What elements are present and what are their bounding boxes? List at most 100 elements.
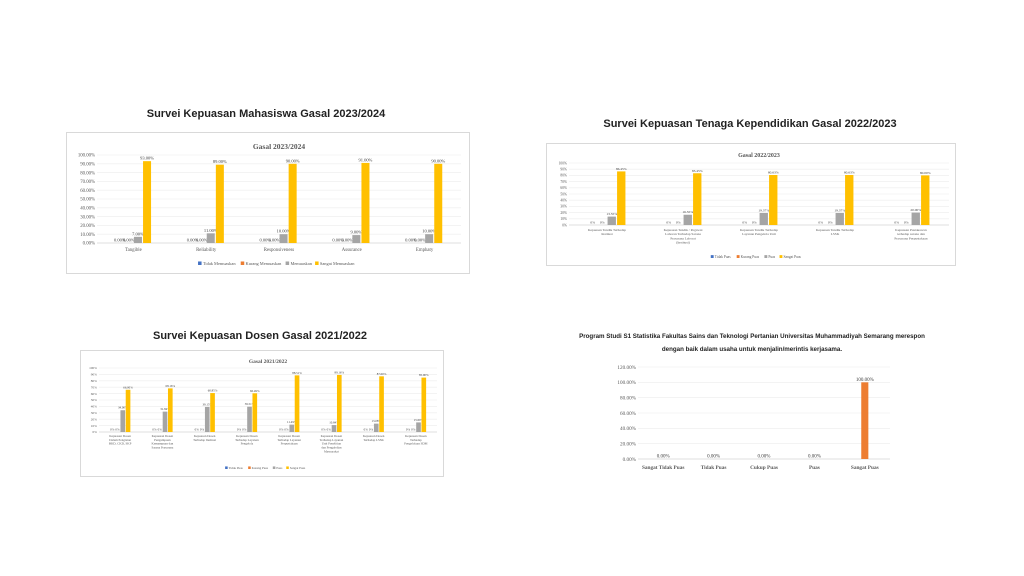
category-label: Sangat Tidak Puas bbox=[642, 465, 685, 471]
data-label: 39.51% bbox=[245, 402, 255, 406]
data-label: 0% bbox=[321, 428, 326, 432]
data-label: 0% bbox=[742, 221, 747, 225]
category-label: Cukup Puas bbox=[750, 465, 778, 471]
data-label: 0% bbox=[279, 428, 284, 432]
data-label: 0% bbox=[406, 428, 411, 432]
data-label: 0.00% bbox=[808, 455, 821, 460]
bar bbox=[279, 234, 288, 243]
category-label: Pengelola bbox=[241, 442, 254, 446]
data-label: 85.00% bbox=[419, 373, 429, 377]
category-label: Terhadap Layanan bbox=[320, 438, 344, 442]
legend-label: Tidak Puas bbox=[229, 466, 244, 470]
data-label: 0.00% bbox=[114, 238, 126, 243]
legend-swatch bbox=[240, 261, 245, 265]
y-tick-label: 60.00% bbox=[620, 411, 637, 417]
chart-mitra: 0.00% 20.00% 40.00% 60.00% 80.00% 100.00% 120.… bbox=[617, 365, 890, 471]
category-label: Kepuasan Tendik Terhadap bbox=[588, 228, 626, 232]
y-tick-label: 10% bbox=[91, 424, 97, 428]
data-label: 68.16% bbox=[166, 384, 176, 388]
data-label: 87.00% bbox=[377, 372, 387, 376]
y-tick-label: 40.00% bbox=[80, 206, 95, 211]
legend-swatch bbox=[286, 466, 289, 469]
data-label: 10.00% bbox=[422, 229, 436, 234]
data-label: 91.00% bbox=[359, 157, 373, 162]
category-label: Pengelolaan SDM bbox=[404, 442, 427, 446]
bar bbox=[434, 163, 443, 243]
category-label: Unit Penelitian bbox=[322, 442, 342, 446]
y-tick-label: 50.00% bbox=[80, 198, 95, 203]
category-label: Terhadap Layanan bbox=[235, 438, 259, 442]
y-tick-label: 30% bbox=[560, 205, 567, 209]
legend-label: Tidak Memuaskan bbox=[203, 261, 236, 266]
category-label: LSSK bbox=[831, 232, 840, 236]
data-label: 11.49% bbox=[287, 420, 297, 424]
category-label: terhadap sarana dan bbox=[897, 232, 925, 236]
data-label: 9.00% bbox=[351, 230, 363, 235]
bar bbox=[416, 422, 421, 432]
bar bbox=[683, 214, 692, 225]
category-label: dan Pengabdian bbox=[321, 446, 342, 450]
category-label: Kepuasan Tendik / Pegawai bbox=[664, 228, 703, 232]
data-label: 83.45% bbox=[692, 169, 703, 173]
bar bbox=[835, 212, 844, 225]
y-tick-label: 0.00% bbox=[623, 457, 637, 463]
heading-tendik: Survei Kepuasan Tenaga Kependidikan Gasa… bbox=[603, 118, 897, 130]
data-label: 80.63% bbox=[844, 171, 855, 175]
data-label: 0.00% bbox=[187, 238, 199, 243]
category-label: Assurance bbox=[342, 248, 362, 253]
data-label: 93.00% bbox=[140, 156, 154, 161]
bar bbox=[167, 388, 173, 432]
category-label: (Institusi) bbox=[676, 241, 690, 245]
y-tick-label: 0% bbox=[92, 430, 97, 434]
category-label: Pengampuan bbox=[154, 438, 171, 442]
bar bbox=[373, 423, 379, 432]
bar bbox=[361, 162, 370, 243]
data-label: 39.15% bbox=[202, 402, 212, 406]
y-tick-label: 90% bbox=[91, 373, 97, 377]
data-label: 19.37% bbox=[834, 208, 845, 212]
data-label: 0% bbox=[818, 221, 823, 225]
bar bbox=[607, 216, 616, 225]
bar bbox=[206, 233, 215, 243]
data-label: 88.51% bbox=[292, 371, 302, 375]
category-label: Reliability bbox=[196, 248, 217, 253]
category-label: Kepuasan Dosen bbox=[236, 434, 258, 438]
data-label: 0% bbox=[364, 428, 369, 432]
category-label: Emphaty bbox=[416, 248, 434, 253]
legend-label: Memuaskan bbox=[290, 261, 312, 266]
category-label: Dalam Pengisian bbox=[109, 438, 131, 442]
data-label: 0% bbox=[590, 221, 595, 225]
y-tick-label: 100.00% bbox=[617, 380, 636, 386]
y-tick-label: 60% bbox=[560, 186, 567, 190]
category-label: Kepuasan Dosen bbox=[194, 434, 216, 438]
data-label: 0% bbox=[752, 221, 757, 225]
data-label: 0% bbox=[894, 221, 899, 225]
data-label: 0% bbox=[666, 221, 671, 225]
bar bbox=[861, 382, 869, 459]
y-tick-label: 80.00% bbox=[620, 395, 637, 401]
data-label: 20.00% bbox=[910, 208, 921, 212]
data-label: 34.00% bbox=[118, 406, 128, 410]
category-label: Kepuasan Dosen bbox=[321, 434, 343, 438]
bar bbox=[289, 424, 295, 432]
y-tick-label: 0% bbox=[562, 223, 567, 227]
data-label: 0% bbox=[237, 428, 242, 432]
bar bbox=[247, 406, 252, 432]
heading-dosen: Survei Kepuasan Dosen Gasal 2021/2022 bbox=[152, 330, 367, 342]
category-label: Tangible bbox=[125, 248, 142, 253]
category-label: Kepuasan Pustakawan bbox=[895, 228, 927, 232]
y-tick-label: 100% bbox=[89, 366, 97, 370]
bar bbox=[133, 236, 142, 243]
chart-title: Gasal 2023/2024 bbox=[253, 142, 306, 151]
y-tick-label: 60% bbox=[91, 392, 97, 396]
category-label: Kepuasan Dosen bbox=[405, 434, 427, 438]
chart-panel-mitra: 0.00% 20.00% 40.00% 60.00% 80.00% 100.00% 120.… bbox=[603, 360, 897, 476]
category-label: Layanan Pengelola Unit bbox=[742, 232, 776, 236]
category-label: Prasarana Perpustakaan bbox=[894, 236, 927, 240]
data-label: 0.00% bbox=[123, 238, 135, 243]
data-label: 60.85% bbox=[208, 389, 218, 393]
y-tick-label: 70.00% bbox=[80, 180, 95, 185]
y-tick-label: 120.00% bbox=[617, 365, 636, 371]
bar bbox=[921, 175, 930, 225]
category-label: Terhadap Layanan bbox=[277, 438, 301, 442]
